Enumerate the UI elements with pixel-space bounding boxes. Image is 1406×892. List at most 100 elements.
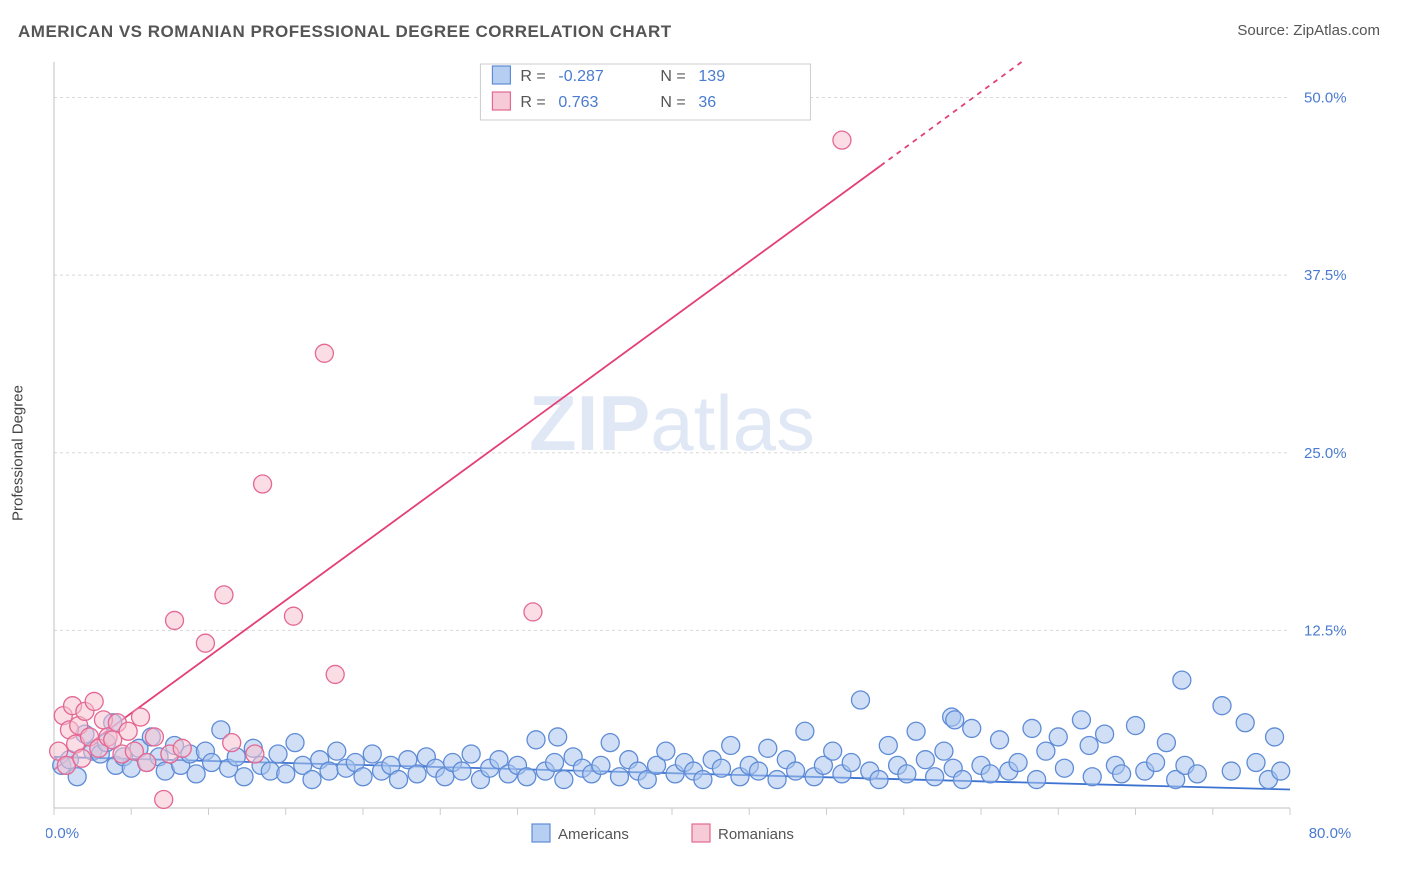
bottom-legend-label: Romanians	[718, 826, 794, 843]
data-point	[851, 691, 869, 709]
trend-line-dashed	[881, 62, 1022, 166]
data-point	[254, 475, 272, 493]
data-point	[750, 762, 768, 780]
data-point	[1157, 734, 1175, 752]
data-point	[1147, 754, 1165, 772]
data-point	[555, 771, 573, 789]
data-point	[1173, 671, 1191, 689]
data-point	[132, 708, 150, 726]
data-point	[328, 742, 346, 760]
legend-n-label: N =	[660, 94, 685, 111]
data-point	[1080, 736, 1098, 754]
data-point	[722, 736, 740, 754]
data-point	[524, 603, 542, 621]
data-point	[354, 768, 372, 786]
data-point	[527, 731, 545, 749]
data-point	[601, 734, 619, 752]
y-tick-label: 50.0%	[1304, 90, 1347, 107]
data-point	[203, 754, 221, 772]
y-tick-label: 37.5%	[1304, 267, 1347, 284]
data-point	[898, 765, 916, 783]
data-point	[916, 751, 934, 769]
data-point	[1272, 762, 1290, 780]
data-point	[926, 768, 944, 786]
data-point	[935, 742, 953, 760]
legend-n-value: 139	[698, 68, 725, 85]
data-point	[946, 711, 964, 729]
data-point	[1037, 742, 1055, 760]
legend-n-label: N =	[660, 68, 685, 85]
data-point	[1009, 754, 1027, 772]
data-point	[223, 734, 241, 752]
x-max-label: 80.0%	[1309, 825, 1352, 842]
data-point	[269, 745, 287, 763]
legend-r-label: R =	[520, 68, 545, 85]
data-point	[119, 722, 137, 740]
legend-r-label: R =	[520, 94, 545, 111]
y-axis-label: Professional Degree	[10, 385, 27, 521]
data-point	[1023, 719, 1041, 737]
source-attribution: Source: ZipAtlas.com	[1237, 22, 1380, 39]
data-point	[315, 344, 333, 362]
data-point	[235, 768, 253, 786]
data-point	[408, 765, 426, 783]
legend-r-value: 0.763	[558, 94, 598, 111]
chart-container: AMERICAN VS ROMANIAN PROFESSIONAL DEGREE…	[0, 0, 1406, 892]
data-point	[1083, 768, 1101, 786]
data-point	[768, 771, 786, 789]
data-point	[215, 586, 233, 604]
data-point	[187, 765, 205, 783]
data-point	[1222, 762, 1240, 780]
data-point	[286, 734, 304, 752]
data-point	[610, 768, 628, 786]
data-point	[145, 728, 163, 746]
legend-r-value: -0.287	[558, 68, 603, 85]
bottom-legend-label: Americans	[558, 826, 629, 843]
data-point	[981, 765, 999, 783]
data-point	[694, 771, 712, 789]
data-point	[1028, 771, 1046, 789]
x-min-label: 0.0%	[46, 825, 79, 842]
data-point	[246, 745, 264, 763]
data-point	[1236, 714, 1254, 732]
chart-title: AMERICAN VS ROMANIAN PROFESSIONAL DEGREE…	[18, 22, 672, 42]
y-tick-label: 12.5%	[1304, 622, 1347, 639]
data-point	[842, 754, 860, 772]
data-point	[462, 745, 480, 763]
data-point	[657, 742, 675, 760]
data-point	[453, 762, 471, 780]
data-point	[824, 742, 842, 760]
data-point	[1055, 759, 1073, 777]
data-point	[326, 665, 344, 683]
data-point	[303, 771, 321, 789]
data-point	[1113, 765, 1131, 783]
source-value: ZipAtlas.com	[1293, 22, 1380, 39]
data-point	[1072, 711, 1090, 729]
data-point	[85, 692, 103, 710]
data-point	[390, 771, 408, 789]
data-point	[963, 719, 981, 737]
legend-swatch	[492, 66, 510, 84]
data-point	[363, 745, 381, 763]
data-point	[833, 131, 851, 149]
data-point	[1266, 728, 1284, 746]
bottom-legend-swatch	[532, 824, 550, 842]
data-point	[787, 762, 805, 780]
data-point	[907, 722, 925, 740]
data-point	[879, 736, 897, 754]
data-point	[712, 759, 730, 777]
data-point	[1049, 728, 1067, 746]
data-point	[592, 756, 610, 774]
data-point	[759, 739, 777, 757]
data-point	[1247, 754, 1265, 772]
data-point	[546, 754, 564, 772]
data-point	[320, 762, 338, 780]
data-point	[166, 611, 184, 629]
legend-swatch	[492, 92, 510, 110]
data-point	[549, 728, 567, 746]
data-point	[1096, 725, 1114, 743]
data-point	[518, 768, 536, 786]
data-point	[196, 634, 214, 652]
data-point	[138, 754, 156, 772]
plot-area: Professional Degree 12.5%25.0%37.5%50.0%…	[46, 58, 1364, 848]
